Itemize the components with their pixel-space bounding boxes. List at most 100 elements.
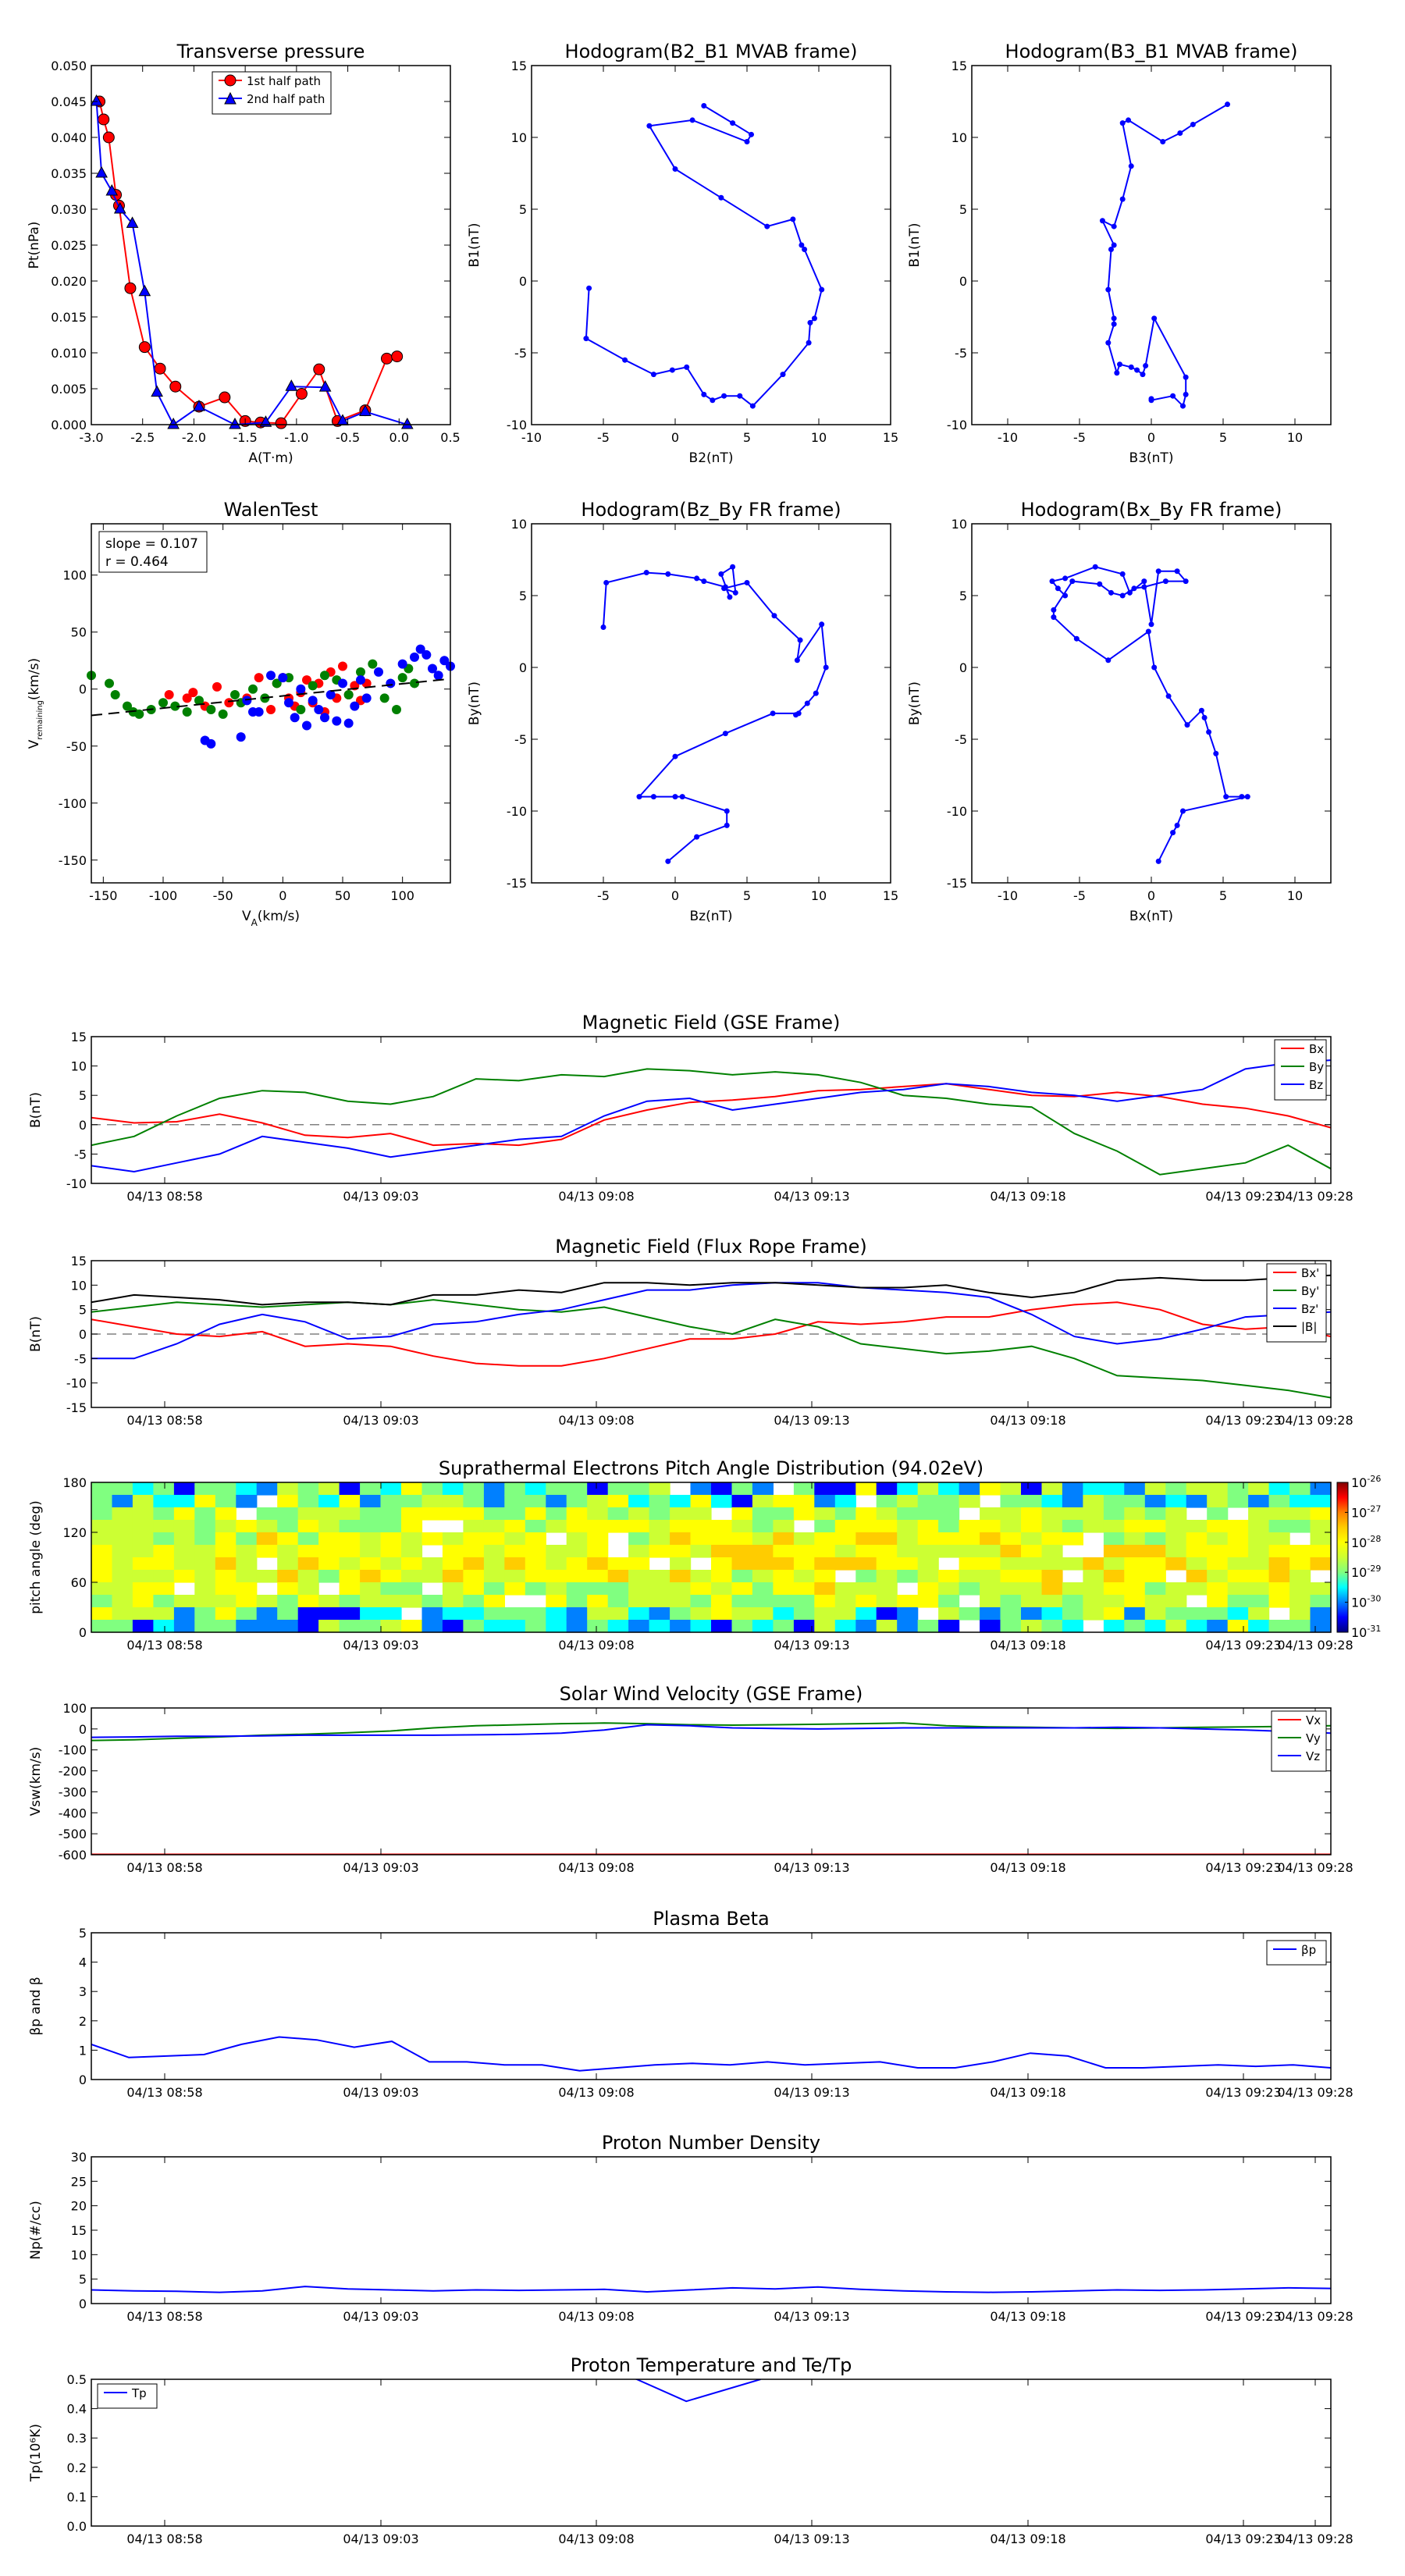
- data-point: [218, 709, 228, 719]
- heatmap-cell: [793, 1620, 815, 1633]
- heatmap-cell: [793, 1595, 815, 1608]
- data-point: [397, 673, 407, 683]
- heatmap-cell: [834, 1495, 856, 1508]
- x-tick-label: 5: [743, 888, 751, 903]
- y-tick-label: 0: [519, 274, 527, 289]
- heatmap-cell: [422, 1595, 443, 1608]
- y-tick-label: -5: [514, 346, 527, 361]
- data-point: [811, 315, 817, 322]
- heatmap-cell: [1289, 1495, 1311, 1508]
- y-tick-label: -10: [507, 418, 527, 432]
- heatmap-cell: [752, 1545, 774, 1558]
- heatmap-cell: [876, 1482, 898, 1496]
- y-tick-label: 0.000: [51, 418, 87, 432]
- x-tick-label: -10: [998, 430, 1018, 445]
- heatmap-cell: [173, 1620, 195, 1633]
- data-point: [254, 673, 264, 683]
- data-point: [636, 794, 642, 800]
- x-tick-label: 0.0: [389, 430, 409, 445]
- heatmap-cell: [1041, 1607, 1063, 1621]
- x-tick-label: -10: [998, 888, 1018, 903]
- heatmap-cell: [215, 1557, 237, 1571]
- heatmap-cell: [834, 1520, 856, 1533]
- plot-frame: [91, 1932, 1332, 2080]
- y-tick-label: 0: [79, 1722, 87, 1737]
- x-tick-label: 04/13 09:23: [1205, 1189, 1281, 1204]
- data-point: [123, 701, 132, 711]
- heatmap-cell: [504, 1545, 526, 1558]
- heatmap-cell: [442, 1545, 464, 1558]
- heatmap-cell: [566, 1520, 588, 1533]
- chart-title: Hodogram(Bz_By FR frame): [581, 499, 841, 521]
- heatmap-cell: [876, 1545, 898, 1558]
- heatmap-cell: [1289, 1520, 1311, 1533]
- heatmap-cell: [1248, 1607, 1270, 1621]
- heatmap-cell: [938, 1545, 960, 1558]
- heatmap-cell: [1144, 1582, 1166, 1596]
- legend: Bx' By' Bz' |B|: [1266, 1263, 1327, 1343]
- plot-area-np: [91, 2286, 1331, 2293]
- heatmap-cell: [773, 1570, 795, 1583]
- heatmap-cell: [422, 1570, 443, 1583]
- heatmap-cell: [855, 1582, 877, 1596]
- data-point: [194, 696, 204, 706]
- data-point: [374, 667, 383, 677]
- legend-label: βp: [1301, 1943, 1316, 1957]
- heatmap-cell: [483, 1545, 505, 1558]
- heatmap-cell: [1041, 1570, 1063, 1583]
- series-line: [585, 105, 823, 407]
- x-tick-label: 04/13 09:28: [1277, 1860, 1353, 1875]
- plot-area-tpr: [634, 2379, 761, 2403]
- heatmap-cell: [752, 1495, 774, 1508]
- x-tick-label: 04/13 09:28: [1277, 2309, 1353, 2324]
- heatmap-cell: [194, 1545, 216, 1558]
- heatmap-cell: [1310, 1620, 1332, 1633]
- heatmap-cell: [256, 1570, 278, 1583]
- series-line: [91, 2286, 1331, 2293]
- heatmap-cell: [504, 1507, 526, 1521]
- x-tick-label: 10: [811, 430, 827, 445]
- heatmap-cell: [236, 1570, 258, 1583]
- y-tick-label: -5: [74, 1147, 87, 1162]
- x-tick-label: -2.5: [130, 430, 155, 445]
- plot-area-tp: [90, 94, 414, 429]
- series-line: [91, 1724, 1331, 1738]
- heatmap-cell: [1144, 1495, 1166, 1508]
- x-tick-label: -0.5: [336, 430, 360, 445]
- heatmap-cell: [194, 1607, 216, 1621]
- heatmap-cell: [752, 1595, 774, 1608]
- data-point: [124, 282, 137, 294]
- data-point: [154, 362, 166, 375]
- data-point: [359, 404, 372, 416]
- data-point: [134, 709, 144, 719]
- data-point: [1198, 707, 1204, 713]
- data-point: [422, 649, 432, 660]
- heatmap-cell: [1062, 1620, 1083, 1633]
- heatmap-cell: [855, 1607, 877, 1621]
- heatmap-cell: [711, 1620, 733, 1633]
- colorbar-label: 10-27: [1351, 1503, 1381, 1520]
- heatmap-cell: [752, 1532, 774, 1546]
- data-point: [188, 688, 198, 698]
- heatmap-cell: [793, 1482, 815, 1496]
- heatmap-cell: [1248, 1595, 1270, 1608]
- data-point: [1092, 564, 1098, 570]
- heatmap-cell: [401, 1482, 423, 1496]
- heatmap-cell: [112, 1595, 133, 1608]
- heatmap-cell: [1289, 1570, 1311, 1583]
- heatmap-cell: [112, 1520, 133, 1533]
- y-tick-label: 60: [71, 1575, 87, 1590]
- legend-marker: [224, 91, 237, 105]
- heatmap-cell: [1165, 1520, 1187, 1533]
- y-axis-label: βp and β: [28, 1976, 44, 2035]
- heatmap-cell: [91, 1482, 113, 1496]
- x-tick-label: 04/13 09:08: [558, 1413, 634, 1428]
- heatmap-cell: [132, 1520, 154, 1533]
- y-axis-label: pitch angle (deg): [28, 1500, 44, 1614]
- heatmap-cell: [690, 1520, 712, 1533]
- y-tick-label: -15: [947, 876, 967, 891]
- heatmap-cell: [1103, 1482, 1125, 1496]
- heatmap-cell: [463, 1507, 485, 1521]
- data-point: [164, 690, 174, 700]
- heatmap-cell: [752, 1620, 774, 1633]
